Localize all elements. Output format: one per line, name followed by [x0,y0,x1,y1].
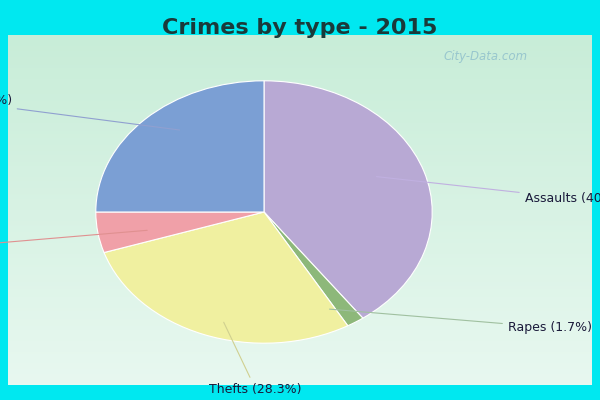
Wedge shape [264,212,363,326]
Text: Burglaries (25.0%): Burglaries (25.0%) [0,94,179,130]
Text: City-Data.com: City-Data.com [444,50,528,63]
Wedge shape [264,81,432,318]
Wedge shape [96,212,264,252]
Wedge shape [96,81,264,212]
Text: Assaults (40.0%): Assaults (40.0%) [377,177,600,205]
Text: Auto thefts (5.0%): Auto thefts (5.0%) [0,230,147,255]
Text: Rapes (1.7%): Rapes (1.7%) [329,309,592,334]
Text: Crimes by type - 2015: Crimes by type - 2015 [163,18,437,38]
Text: Thefts (28.3%): Thefts (28.3%) [209,322,302,396]
Wedge shape [104,212,348,343]
